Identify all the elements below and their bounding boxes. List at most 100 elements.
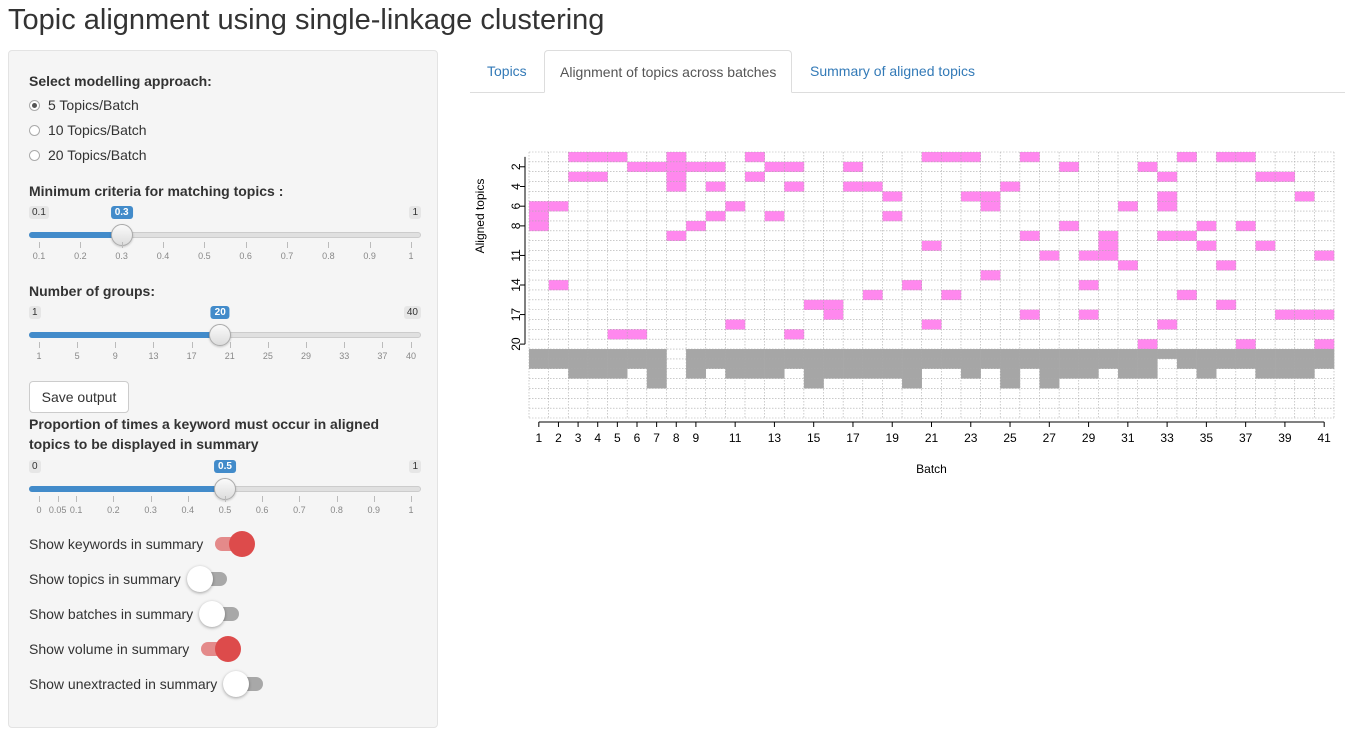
slider-tick-label: 0.05 — [48, 505, 67, 515]
save-output-button[interactable]: Save output — [29, 381, 129, 413]
aligned-cell — [1059, 161, 1080, 173]
slider-tick — [262, 496, 264, 502]
radio-unselected-icon[interactable] — [29, 149, 40, 161]
aligned-cell — [666, 181, 687, 192]
tab-summary[interactable]: Summary of aligned topics — [810, 63, 975, 79]
x-tick-label: 8 — [673, 431, 680, 445]
slider-tick — [115, 342, 117, 348]
radio-10-topics[interactable]: 10 Topics/Batch — [29, 120, 147, 140]
toggle-knob[interactable] — [215, 636, 242, 662]
aligned-cell — [1157, 201, 1178, 212]
aligned-cell — [548, 201, 569, 212]
aligned-cell — [529, 211, 549, 222]
aligned-cell — [568, 171, 589, 182]
slider-tick-label: 5 — [74, 351, 80, 361]
unaligned-cell — [941, 349, 962, 369]
toggle-switch[interactable] — [223, 671, 264, 697]
x-tick-label: 21 — [925, 431, 939, 445]
toggle-switch[interactable] — [215, 531, 256, 557]
radio-selected-icon[interactable] — [29, 99, 40, 111]
criteria-slider[interactable]: 0.1 1 0.3 0.1 0.2 0.3 0.4 0.5 0.6 0.7 0.8 0.9 1 — [29, 206, 421, 266]
x-tick-label: 35 — [1200, 431, 1214, 445]
slider-tick-label: 40 — [405, 351, 417, 361]
radio-5-topics[interactable]: 5 Topics/Batch — [29, 95, 139, 115]
toggle-switch[interactable] — [199, 601, 240, 627]
aligned-cell — [607, 329, 628, 340]
slider-tick — [191, 342, 193, 348]
unaligned-cell — [960, 349, 981, 379]
slider-min-label: 0.1 — [29, 206, 49, 219]
page-title: Topic alignment using single-linkage clu… — [8, 4, 605, 36]
slider-tick — [411, 496, 412, 502]
y-axis-title: Aligned topics — [473, 179, 487, 254]
aligned-cell — [862, 289, 883, 301]
tab-alignment[interactable]: Alignment of topics across batches — [544, 50, 793, 93]
radio-unselected-icon[interactable] — [29, 124, 40, 136]
aligned-cell — [568, 152, 589, 163]
x-tick-label: 2 — [555, 431, 562, 445]
proportion-label: Proportion of times a keyword must occur… — [29, 416, 380, 452]
aligned-cell — [725, 319, 746, 330]
switch-label: Show topics in summary — [29, 571, 181, 587]
proportion-slider[interactable]: 0 1 0.5 0 0.05 0.1 0.2 0.3 0.4 0.5 0.6 0.7 0.8 0.9 1 — [29, 460, 421, 520]
aligned-cell — [666, 230, 687, 241]
slider-value-label: 20 — [210, 306, 230, 319]
slider-ticks: 0.1 0.2 0.3 0.4 0.5 0.6 0.7 0.8 0.9 1 — [29, 242, 421, 262]
aligned-cell — [1118, 201, 1138, 212]
aligned-cell — [1157, 191, 1178, 202]
unaligned-cell — [862, 349, 883, 379]
slider-tick-label: 0.5 — [198, 251, 211, 261]
aligned-cell — [1314, 250, 1335, 261]
aligned-cell — [784, 161, 805, 173]
x-tick-label: 13 — [768, 431, 782, 445]
radio-20-topics[interactable]: 20 Topics/Batch — [29, 145, 147, 165]
slider-tick-label: 0.9 — [367, 505, 381, 515]
unaligned-cell — [1196, 349, 1217, 379]
slider-ticks: 0 0.05 0.1 0.2 0.3 0.4 0.5 0.6 0.7 0.8 0.9 1 — [29, 496, 421, 516]
slider-handle[interactable] — [209, 324, 232, 346]
toggle-knob[interactable] — [223, 671, 250, 697]
unaligned-cell — [1157, 349, 1178, 359]
groups-label: Number of groups: — [29, 283, 155, 299]
toggle-knob[interactable] — [229, 531, 256, 557]
groups-slider[interactable]: 1 40 20 1 5 9 13 17 21 25 29 33 37 40 — [29, 306, 421, 366]
slider-tick — [113, 496, 115, 502]
slider-tick-label: 13 — [148, 351, 159, 361]
aligned-cell — [646, 161, 667, 173]
slider-tick — [229, 342, 231, 348]
slider-tick-label: 1 — [36, 351, 42, 361]
switch-label: Show unextracted in summary — [29, 676, 218, 692]
switch-label: Show keywords in summary — [29, 536, 204, 552]
slider-tick — [328, 242, 330, 248]
slider-tick — [76, 496, 78, 502]
aligned-cell — [1216, 299, 1237, 310]
slider-tick — [163, 242, 164, 248]
switch-label: Show volume in summary — [29, 641, 190, 657]
toggle-knob[interactable] — [186, 566, 213, 592]
x-tick-label: 3 — [575, 431, 582, 445]
slider-max-label: 40 — [403, 306, 421, 319]
toggle-knob[interactable] — [199, 601, 226, 627]
x-tick-label: 15 — [807, 431, 821, 445]
aligned-cell — [1196, 240, 1217, 251]
aligned-cell — [705, 181, 726, 192]
unaligned-cell — [1059, 349, 1080, 379]
toggle-switch[interactable] — [186, 566, 227, 592]
slider-tick-label: 25 — [262, 351, 273, 361]
toggle-switch[interactable] — [201, 636, 242, 662]
slider-tick — [80, 242, 82, 248]
switch-label: Show batches in summary — [29, 606, 194, 622]
slider-tick-label: 9 — [112, 351, 118, 361]
slider-tick — [245, 242, 247, 248]
slider-tick-label: 17 — [186, 351, 197, 361]
aligned-cell — [960, 191, 981, 202]
aligned-cell — [1098, 240, 1119, 251]
aligned-cell — [1078, 250, 1099, 261]
aligned-cell — [686, 220, 707, 232]
x-tick-label: 7 — [653, 431, 660, 445]
aligned-cell — [607, 152, 628, 163]
y-tick-label: 6 — [509, 203, 523, 210]
unaligned-cell — [882, 349, 903, 379]
tab-topics[interactable]: Topics — [487, 63, 527, 79]
aligned-cell — [1294, 191, 1315, 202]
